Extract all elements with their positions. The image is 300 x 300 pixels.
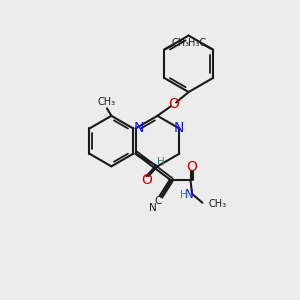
Text: H₃C: H₃C (188, 38, 206, 48)
Text: O: O (168, 97, 179, 111)
Text: N: N (133, 121, 144, 135)
Text: O: O (187, 160, 197, 174)
Text: O: O (142, 173, 152, 187)
Text: CH₃: CH₃ (172, 38, 190, 48)
Text: N: N (185, 188, 194, 201)
Text: H: H (180, 190, 188, 200)
Text: CH₃: CH₃ (208, 199, 226, 209)
Text: N: N (148, 203, 156, 213)
Text: H: H (157, 157, 165, 167)
Text: CH₃: CH₃ (98, 98, 116, 107)
Text: C: C (154, 196, 161, 206)
Text: N: N (174, 121, 184, 135)
